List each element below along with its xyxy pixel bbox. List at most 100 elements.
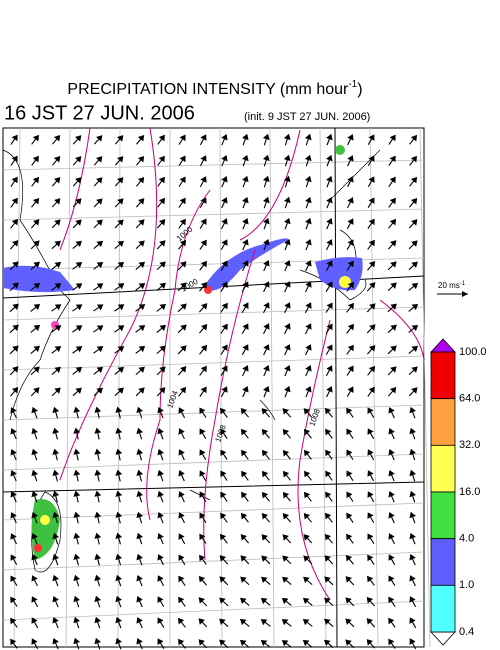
graticule-line — [2, 600, 425, 621]
wind-arrow — [30, 219, 40, 229]
wind-arrow — [115, 490, 123, 503]
wind-arrow — [408, 219, 418, 229]
wind-arrow — [198, 618, 208, 628]
wind-arrow — [241, 344, 249, 356]
wind-arrow — [136, 406, 144, 419]
wind-arrow — [10, 554, 18, 566]
wind-arrow — [388, 448, 395, 461]
wind-arrow — [387, 324, 397, 334]
wind-arrow — [136, 617, 143, 629]
wind-arrow — [177, 303, 187, 313]
wind-arrow — [261, 470, 270, 481]
wind-arrow — [367, 533, 375, 544]
wind-arrow — [114, 219, 124, 229]
wind-arrow — [261, 428, 270, 439]
wind-arrow — [261, 576, 271, 586]
wind-arrow — [72, 346, 83, 354]
wind-arrow — [199, 281, 208, 292]
wind-arrow — [157, 197, 166, 208]
wind-arrow — [178, 407, 186, 419]
colorbar-label: 4.0 — [459, 533, 474, 545]
wind-arrow — [93, 325, 104, 333]
wind-arrow — [52, 595, 59, 608]
wind-arrow — [305, 385, 312, 398]
wind-arrow — [409, 176, 418, 187]
wind-arrow — [73, 448, 81, 461]
wind-arrow — [408, 387, 418, 397]
wind-arrow — [220, 512, 228, 523]
wind-arrow — [178, 428, 185, 440]
wind-arrow — [51, 283, 62, 291]
wind-arrow — [388, 617, 396, 628]
graticule-line — [2, 404, 425, 421]
wind-arrow — [241, 449, 249, 460]
wind-arrow — [302, 597, 313, 606]
wind-arrow — [72, 135, 82, 145]
wind-arrow — [114, 240, 124, 250]
wind-arrow — [304, 323, 312, 335]
wind-arrow — [388, 638, 396, 649]
wind-arrow — [323, 618, 334, 627]
wind-arrow — [10, 449, 17, 461]
wind-arrow — [284, 217, 291, 230]
wind-arrow — [30, 261, 40, 271]
wind-arrow — [31, 469, 39, 482]
wind-arrow — [284, 302, 291, 314]
wind-arrow — [52, 637, 59, 650]
wind-arrow — [305, 196, 312, 209]
precip-area — [339, 276, 351, 288]
wind-arrow — [115, 448, 123, 461]
wind-arrow — [199, 449, 207, 461]
wind-arrow — [302, 639, 313, 648]
wind-arrow — [157, 427, 164, 440]
wind-arrow — [73, 427, 81, 440]
wind-arrow — [408, 366, 418, 376]
wind-arrow — [220, 407, 228, 418]
wind-arrow — [221, 176, 228, 188]
wind-arrow — [10, 218, 19, 229]
wind-arrow — [242, 196, 249, 209]
wind-arrow — [72, 366, 83, 375]
wind-arrow — [114, 198, 124, 208]
wind-arrow — [94, 574, 102, 587]
wind-arrow — [260, 640, 271, 648]
wind-arrow — [345, 554, 354, 565]
wind-arrow — [52, 553, 59, 566]
wind-arrow — [157, 448, 164, 461]
wind-arrow — [178, 176, 186, 187]
wind-arrow — [281, 640, 292, 648]
wind-arrow — [10, 155, 18, 166]
wind-arrow — [409, 554, 416, 566]
wind-arrow — [367, 491, 375, 503]
wind-arrow — [115, 511, 123, 524]
wind-arrow — [220, 428, 228, 439]
wind-arrow — [242, 239, 249, 251]
wind-arrow — [240, 555, 250, 565]
wind-arrow — [136, 596, 143, 608]
wind-arrow — [93, 219, 103, 229]
wind-reference: 20 ms-1 — [437, 281, 468, 297]
wind-arrow — [94, 532, 102, 545]
wind-arrow — [94, 427, 102, 440]
wind-arrow — [261, 449, 270, 460]
wind-arrow — [366, 303, 376, 313]
wind-arrow — [10, 134, 18, 145]
wind-arrow — [305, 365, 312, 377]
wind-arrow — [31, 427, 38, 440]
wind-arrow — [220, 470, 228, 481]
wind-arrow — [366, 282, 376, 292]
wind-arrow — [387, 261, 397, 271]
wind-arrow — [241, 302, 249, 314]
wind-arrow — [178, 155, 186, 166]
wind-arrow — [9, 261, 19, 271]
wind-arrow — [178, 638, 186, 649]
isobar — [59, 127, 425, 601]
colorbar-label: 1.0 — [459, 579, 474, 591]
wind-arrow — [347, 176, 354, 188]
wind-arrow — [366, 639, 376, 649]
wind-arrow — [324, 555, 334, 565]
wind-arrow — [199, 470, 207, 482]
colorbar: 100.0 64.0 32.0 16.0 4.0 1.0 0.4 — [430, 338, 487, 646]
wind-arrow — [10, 176, 18, 187]
wind-arrow — [263, 365, 270, 377]
